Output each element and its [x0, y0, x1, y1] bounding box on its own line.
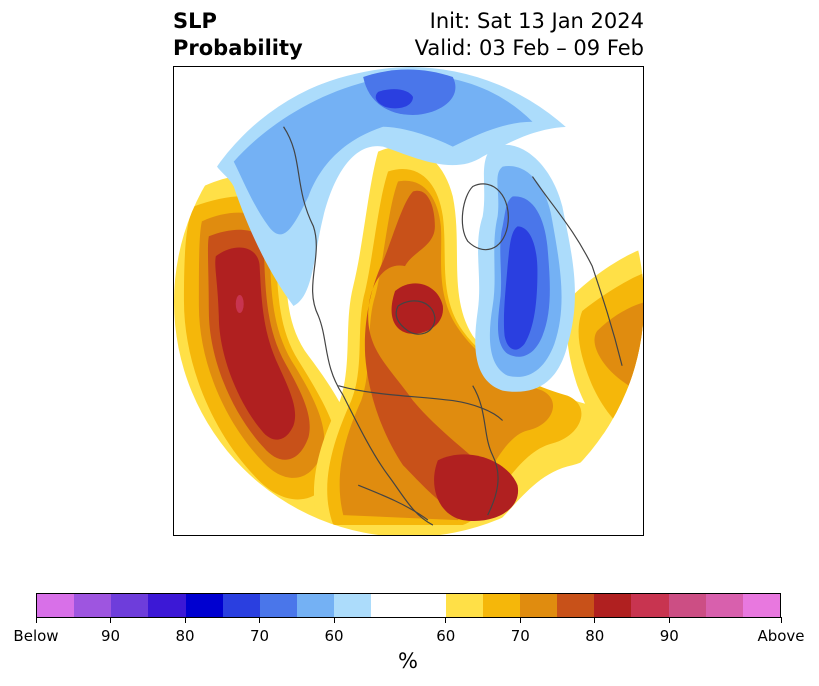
colorbar-swatch [482, 594, 521, 617]
colorbar-swatch [371, 594, 446, 617]
colorbar-swatch [74, 594, 112, 617]
colorbar-tick-label: 70 [249, 627, 270, 645]
na-above-red-hudson [391, 283, 444, 334]
colorbar-tick [35, 617, 37, 623]
colorbar-tick [259, 617, 260, 623]
map-title-right: Init: Sat 13 Jan 2024 Valid: 03 Feb – 09… [415, 8, 644, 62]
map-frame [173, 66, 644, 536]
colorbar-swatch [185, 594, 223, 617]
colorbar-tick-label: 80 [585, 627, 605, 645]
title-variable: SLP [173, 9, 217, 33]
colorbar-tick [780, 617, 782, 623]
colorbar-swatch [222, 594, 260, 617]
atlantic-below-core [503, 226, 538, 350]
colorbar-swatch [742, 594, 781, 617]
colorbar-swatch [631, 594, 669, 617]
colorbar-tick-label: 60 [436, 627, 456, 645]
coastline-greenland [461, 183, 509, 251]
arctic-below-mid [233, 74, 533, 235]
probability-map [174, 67, 643, 535]
colorbar-tick-label: Above [757, 627, 805, 645]
map-title-left: SLP Probability [173, 8, 303, 62]
colorbar-swatch [557, 594, 595, 617]
pacific-above-red [215, 247, 296, 440]
north-america-above-region [313, 146, 610, 535]
coastline-hudson [395, 300, 436, 335]
init-date: Init: Sat 13 Jan 2024 [429, 9, 644, 33]
pacific-above-region [174, 175, 359, 520]
colorbar-tick [333, 617, 335, 623]
colorbar-tick-label: 80 [175, 627, 195, 645]
border-us-canada [338, 385, 504, 421]
colorbar-swatch [334, 594, 372, 617]
colorbar-unit-label: % [398, 649, 418, 673]
colorbar-tick-label: Below [13, 627, 59, 645]
title-type: Probability [173, 36, 303, 60]
colorbar-tick-label: 90 [100, 627, 121, 645]
colorbar-tick-label: 70 [510, 627, 530, 645]
border-us-mexico [357, 484, 429, 521]
coastline-europe [531, 176, 623, 366]
pacific-above-core [235, 295, 244, 313]
colorbar-swatch [297, 594, 335, 617]
colorbar-swatch [259, 594, 298, 617]
arctic-below-core [375, 89, 413, 109]
colorbar-swatch [594, 594, 632, 617]
na-above-red-orange [364, 190, 499, 518]
colorbar-tick [184, 617, 186, 623]
map-borders [283, 126, 623, 526]
valid-range: Valid: 03 Feb – 09 Feb [414, 36, 644, 60]
coastline-alaska [283, 126, 344, 396]
colorbar-tick [445, 617, 447, 623]
colorbar-tick-label: 60 [324, 627, 344, 645]
colorbar-swatch [445, 594, 483, 617]
colorbar-tick [110, 617, 111, 623]
colorbar-swatch [705, 594, 743, 617]
colorbar-tick [668, 617, 670, 623]
below-regions [213, 67, 575, 392]
colorbar-tick [519, 617, 521, 623]
probability-colorbar [36, 593, 781, 618]
colorbar-tick [594, 617, 596, 623]
colorbar-swatch [111, 594, 149, 617]
colorbar-swatch [520, 594, 558, 617]
colorbar-swatch [37, 594, 75, 617]
colorbar-tick-label: 90 [659, 627, 679, 645]
colorbar-swatch [148, 594, 186, 617]
colorbar-swatch [668, 594, 706, 617]
